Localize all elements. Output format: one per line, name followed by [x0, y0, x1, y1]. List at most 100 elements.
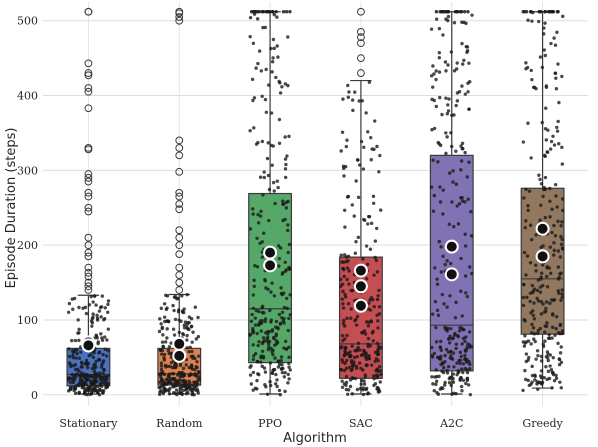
data-point [352, 355, 357, 360]
data-point [438, 387, 443, 391]
data-point [530, 77, 534, 82]
data-point [543, 339, 547, 343]
data-point [547, 333, 551, 337]
data-point [271, 56, 275, 60]
data-point [446, 109, 451, 113]
data-point [68, 362, 73, 367]
data-point [352, 214, 356, 218]
data-point [71, 307, 75, 311]
data-point [173, 365, 177, 370]
data-point [159, 364, 164, 368]
data-point [372, 304, 376, 309]
data-point [433, 299, 438, 304]
data-point [172, 333, 177, 337]
data-point [553, 182, 558, 187]
data-point [263, 25, 268, 30]
data-point [465, 294, 470, 299]
data-point [274, 342, 279, 346]
data-point [71, 355, 76, 360]
data-point [535, 288, 540, 293]
data-point [463, 339, 467, 344]
data-point [182, 323, 186, 327]
data-point [100, 338, 105, 342]
data-point [97, 358, 102, 362]
mean-marker [263, 258, 278, 273]
data-point [282, 305, 287, 310]
data-point [281, 319, 285, 323]
data-point [345, 277, 349, 282]
data-point [343, 292, 347, 297]
data-point [90, 366, 95, 371]
data-point [355, 158, 360, 162]
data-point [553, 43, 558, 47]
data-point [277, 388, 282, 393]
data-point [90, 324, 94, 328]
data-point [248, 365, 252, 369]
data-point [79, 350, 83, 354]
data-point [439, 362, 443, 367]
y-tick-label: 100 [17, 314, 38, 327]
data-point [375, 144, 379, 149]
data-point [552, 241, 556, 245]
data-point [197, 375, 201, 379]
data-point [435, 308, 440, 313]
data-point [346, 302, 351, 306]
data-point [430, 312, 435, 316]
data-point [84, 379, 88, 383]
data-point [463, 92, 468, 96]
data-point [437, 239, 441, 244]
data-point [464, 21, 468, 26]
data-point [251, 293, 256, 297]
data-point [434, 368, 438, 372]
data-point [172, 308, 176, 313]
data-point [533, 339, 537, 344]
data-point [376, 373, 380, 378]
data-point [95, 313, 99, 317]
data-point [447, 97, 451, 101]
data-point [345, 266, 350, 270]
data-point [251, 370, 256, 375]
data-point [248, 15, 253, 20]
data-point [344, 387, 349, 392]
data-point [437, 50, 442, 55]
data-point [285, 306, 289, 311]
data-point [171, 377, 175, 382]
data-point [554, 87, 559, 91]
data-point [345, 352, 349, 356]
data-point [554, 194, 558, 198]
data-point [559, 242, 564, 247]
data-point [90, 389, 95, 393]
data-point [287, 242, 292, 247]
data-point [67, 347, 71, 351]
data-point [87, 374, 91, 379]
data-point [248, 34, 252, 39]
data-point [286, 372, 290, 377]
data-point [374, 258, 379, 263]
data-point [262, 339, 267, 343]
data-point [89, 319, 94, 323]
data-point [548, 186, 552, 191]
data-point [369, 158, 373, 162]
data-point [162, 315, 167, 319]
data-point [447, 336, 451, 341]
data-point [548, 147, 553, 151]
outlier-marker [175, 263, 184, 272]
outlier-marker [357, 7, 365, 16]
data-point [553, 333, 557, 337]
data-point [538, 285, 543, 289]
data-point [85, 386, 89, 391]
data-point [468, 367, 472, 371]
data-point [185, 323, 189, 327]
data-point [77, 369, 81, 373]
data-point [523, 368, 527, 373]
data-point [277, 141, 282, 146]
data-point [80, 360, 84, 365]
data-point [95, 318, 100, 322]
data-point [74, 356, 78, 360]
data-point [344, 164, 348, 169]
outlier-marker [84, 207, 93, 216]
data-point [287, 355, 291, 360]
data-point [339, 149, 343, 153]
data-point [263, 319, 267, 324]
data-point [448, 375, 452, 380]
